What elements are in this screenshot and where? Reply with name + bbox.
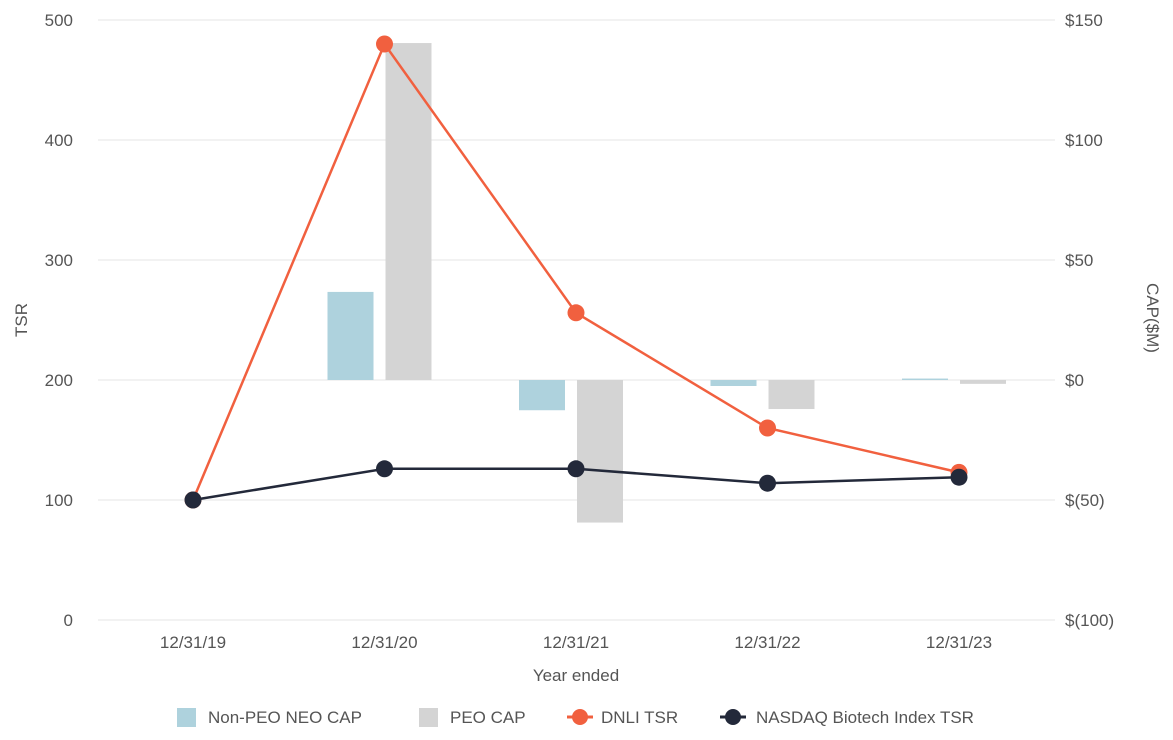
bar-non-peo-neo-cap (902, 378, 948, 380)
left-y-tick-label: 200 (45, 371, 73, 390)
left-y-tick-label: 400 (45, 131, 73, 150)
point-nasdaq-biotech-index-tsr (376, 460, 393, 478)
bar-peo-cap (577, 380, 623, 523)
point-dnli-tsr (567, 304, 585, 322)
axes: 0 $(100) 100 $(50) 200 $0 300 $50 400 $100 500 $150… (45, 11, 1115, 652)
right-y-tick-label: $100 (1065, 131, 1103, 150)
legend-swatch-peo-cap (419, 708, 438, 727)
right-y-tick-label: $0 (1065, 371, 1084, 390)
left-y-tick-label: 300 (45, 251, 73, 270)
legend-marker-dnli-tsr (572, 709, 588, 725)
left-y-tick-label: 500 (45, 11, 73, 30)
right-y-tick-label: $(50) (1065, 491, 1105, 510)
right-y-axis-title: CAP($M) (1143, 283, 1162, 353)
legend: Non-PEO NEO CAP PEO CAP DNLI TSR NASDAQ Bio… (177, 708, 974, 727)
x-tick-label: 12/31/21 (543, 633, 609, 652)
lines (184, 35, 968, 509)
point-nasdaq-biotech-index-tsr (567, 460, 585, 478)
line-dnli-tsr (191, 41, 960, 501)
left-y-axis-title: TSR (12, 303, 31, 337)
bar-peo-cap (960, 380, 1006, 384)
point-dnli-tsr (759, 419, 776, 437)
left-y-tick-label: 0 (64, 611, 73, 630)
point-nasdaq-biotech-index-tsr (184, 491, 202, 509)
x-axis-title: Year ended (533, 666, 619, 685)
x-tick-label: 12/31/20 (351, 633, 417, 652)
legend-swatch-non-peo-neo-cap (177, 708, 196, 727)
legend-label-dnli-tsr: DNLI TSR (601, 708, 678, 727)
point-dnli-tsr (376, 35, 393, 53)
bar-non-peo-neo-cap (710, 380, 757, 386)
bars (327, 43, 1006, 523)
bar-peo-cap (768, 380, 815, 410)
bar-non-peo-neo-cap (519, 380, 565, 411)
left-y-tick-label: 100 (45, 491, 73, 510)
legend-label-nasdaq-biotech-index-tsr: NASDAQ Biotech Index TSR (756, 708, 974, 727)
gridlines (98, 19, 1055, 621)
bar-peo-cap (385, 43, 432, 380)
legend-label-peo-cap: PEO CAP (450, 708, 526, 727)
right-y-tick-label: $150 (1065, 11, 1103, 30)
x-tick-label: 12/31/22 (734, 633, 800, 652)
legend-label-non-peo-neo-cap: Non-PEO NEO CAP (208, 708, 362, 727)
x-tick-label: 12/31/23 (926, 633, 992, 652)
legend-marker-nasdaq-biotech-index-tsr (725, 709, 741, 725)
right-y-tick-label: $50 (1065, 251, 1093, 270)
point-nasdaq-biotech-index-tsr (950, 468, 968, 486)
right-y-tick-label: $(100) (1065, 611, 1114, 630)
bar-non-peo-neo-cap (327, 291, 374, 380)
x-tick-label: 12/31/19 (160, 633, 226, 652)
point-nasdaq-biotech-index-tsr (759, 474, 776, 492)
